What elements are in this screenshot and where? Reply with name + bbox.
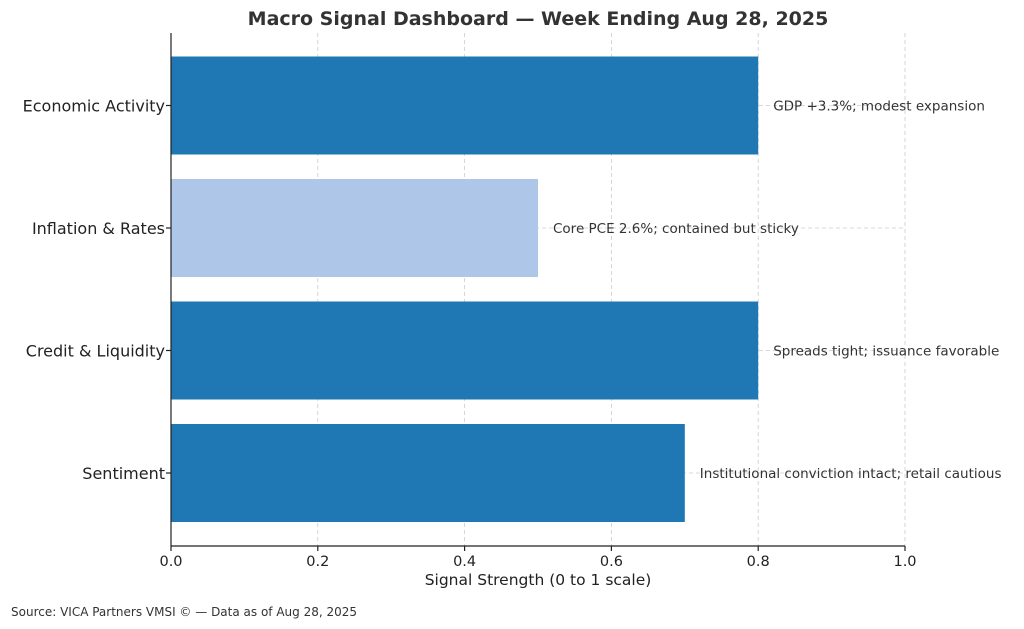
x-axis-label: Signal Strength (0 to 1 scale) xyxy=(425,571,652,589)
bar-annotation: Core PCE 2.6%; contained but sticky xyxy=(553,221,799,237)
label-layer: 0.0 0.2 0.4 0.6 0.8 1.0 Economic Activity GDP +… xyxy=(23,97,1002,571)
x-tick-label: 0.0 xyxy=(159,554,182,570)
x-tick-label: 0.8 xyxy=(747,554,770,570)
bar-annotation: Institutional conviction intact; retail … xyxy=(700,466,1002,482)
bar xyxy=(171,179,538,277)
category-label: Sentiment xyxy=(82,464,165,483)
bar xyxy=(171,301,759,400)
x-tick-label: 1.0 xyxy=(893,554,916,570)
bar xyxy=(171,56,759,155)
category-label: Credit & Liquidity xyxy=(26,342,165,361)
category-label: Inflation & Rates xyxy=(32,219,165,238)
category-label: Economic Activity xyxy=(23,97,165,116)
bar xyxy=(171,424,685,522)
x-tick-label: 0.2 xyxy=(306,554,329,570)
bar-layer xyxy=(171,56,759,522)
chart-title: Macro Signal Dashboard — Week Ending Aug… xyxy=(248,8,829,30)
axis-layer xyxy=(166,33,906,551)
bar-annotation: Spreads tight; issuance favorable xyxy=(773,344,999,360)
x-tick-label: 0.6 xyxy=(600,554,623,570)
bar-annotation: GDP +3.3%; modest expansion xyxy=(773,99,985,115)
x-tick-label: 0.4 xyxy=(453,554,476,570)
source-note: Source: VICA Partners VMSI © — Data as o… xyxy=(11,605,357,619)
